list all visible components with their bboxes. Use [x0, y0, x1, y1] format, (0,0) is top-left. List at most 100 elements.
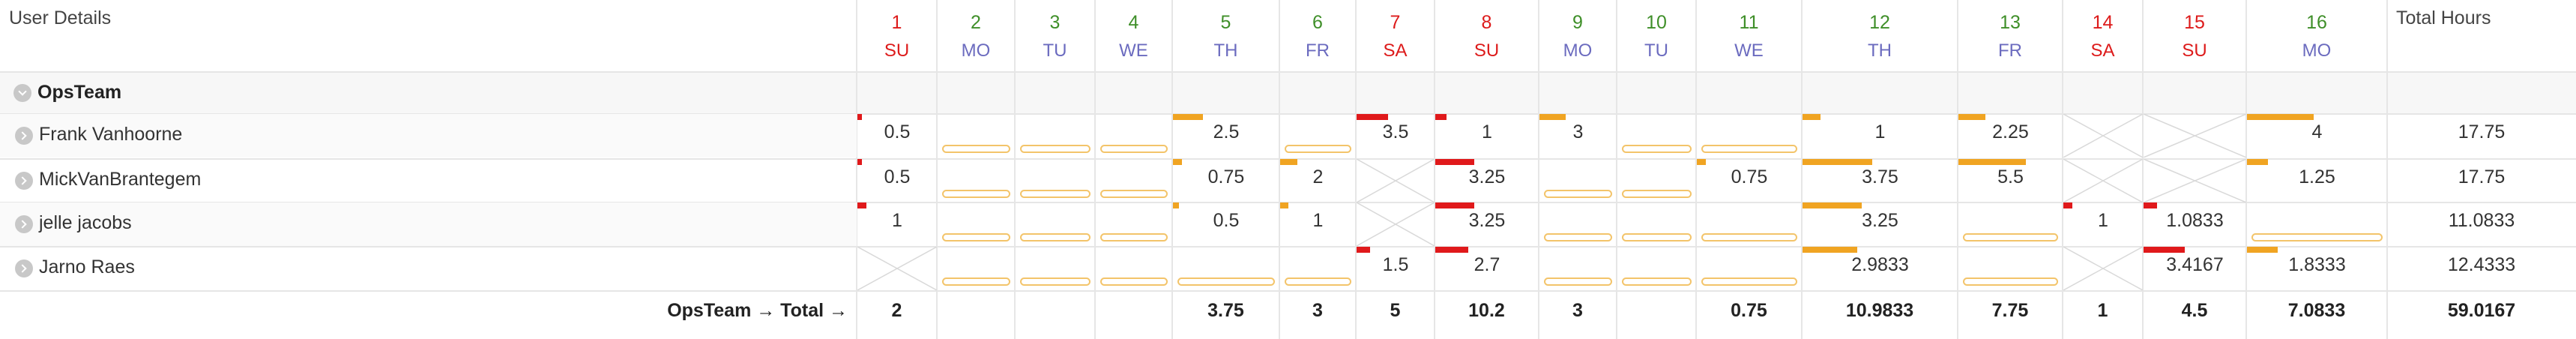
hours-bar-empty	[1544, 278, 1612, 286]
expand-user-icon[interactable]	[15, 215, 33, 233]
day-cell[interactable]: 2	[1280, 159, 1356, 202]
hours-bar-empty	[1622, 145, 1692, 153]
column-divider	[1171, 0, 1173, 339]
day-cell[interactable]	[1697, 114, 1802, 158]
day-total: 3	[1312, 300, 1323, 321]
day-cell[interactable]	[1280, 114, 1356, 158]
user-total-hours: 17.75	[2458, 122, 2506, 142]
day-name: TU	[1043, 40, 1067, 61]
hours-bar-empty	[1100, 233, 1168, 242]
expand-user-icon[interactable]	[15, 127, 33, 145]
day-name: TH	[1213, 40, 1238, 61]
day-number: 3	[1049, 12, 1061, 33]
day-cell[interactable]: 3	[1539, 114, 1617, 158]
day-cell[interactable]: 1	[857, 202, 937, 246]
day-cell[interactable]	[1280, 247, 1356, 290]
cross-line	[2063, 114, 2143, 158]
hours-bar-empty	[1100, 145, 1168, 153]
day-cell[interactable]	[938, 114, 1015, 158]
day-cell[interactable]	[1697, 247, 1802, 290]
day-header-9: 9 MO	[1539, 0, 1617, 72]
day-cell[interactable]: 3.25	[1435, 159, 1539, 202]
day-cell[interactable]	[1016, 247, 1095, 290]
column-divider	[1616, 0, 1617, 339]
hours-bar-fill	[2247, 114, 2314, 120]
day-cell[interactable]	[1697, 202, 1802, 246]
day-cell[interactable]: 0.5	[857, 159, 937, 202]
day-cell[interactable]	[1016, 114, 1095, 158]
column-divider	[1695, 0, 1697, 339]
day-cell[interactable]: 0.75	[1173, 159, 1279, 202]
day-cell[interactable]: 1	[1280, 202, 1356, 246]
day-cell[interactable]	[1617, 159, 1696, 202]
hours-bar-empty	[1020, 190, 1091, 198]
day-cell[interactable]: 1	[2063, 202, 2143, 246]
day-cell[interactable]	[1617, 202, 1696, 246]
day-cell[interactable]: 0.75	[1697, 159, 1802, 202]
day-cell[interactable]: 2.9833	[1803, 247, 1958, 290]
user-row[interactable]: Jarno Raes	[0, 247, 857, 290]
day-cell[interactable]: 1.0833	[2144, 202, 2246, 246]
day-cell[interactable]: 1	[1435, 114, 1539, 158]
cross-line	[1357, 202, 1435, 246]
day-cell[interactable]: 3.5	[1357, 114, 1435, 158]
day-cell[interactable]: 3.75	[1803, 159, 1958, 202]
day-cell[interactable]	[938, 247, 1015, 290]
unavailable-cell	[2063, 247, 2143, 290]
day-cell[interactable]: 1.5	[1357, 247, 1435, 290]
day-cell[interactable]	[938, 159, 1015, 202]
day-cell[interactable]	[1096, 114, 1172, 158]
day-cell[interactable]	[1016, 159, 1095, 202]
day-cell[interactable]: 1	[1803, 114, 1958, 158]
collapse-group-icon[interactable]	[13, 84, 31, 102]
day-header-14: 14 SA	[2063, 0, 2143, 72]
day-cell[interactable]	[1617, 247, 1696, 290]
column-divider	[1094, 0, 1096, 339]
day-cell[interactable]: 3.4167	[2144, 247, 2246, 290]
day-cell[interactable]: 1.25	[2247, 159, 2387, 202]
day-cell[interactable]	[1539, 159, 1617, 202]
user-row[interactable]: Frank Vanhoorne	[0, 114, 857, 158]
day-cell[interactable]: 1.8333	[2247, 247, 2387, 290]
day-cell[interactable]: 3.25	[1435, 202, 1539, 246]
user-row[interactable]: MickVanBrantegem	[0, 159, 857, 202]
day-cell[interactable]: 0.5	[1173, 202, 1279, 246]
day-cell[interactable]	[1958, 247, 2063, 290]
day-cell[interactable]: 2.5	[1173, 114, 1279, 158]
day-number: 7	[1390, 12, 1401, 33]
day-cell[interactable]	[938, 202, 1015, 246]
group-total-label: OpsTeam → Total →	[667, 300, 848, 321]
day-cell[interactable]	[1958, 202, 2063, 246]
day-cell[interactable]: 5.5	[1958, 159, 2063, 202]
day-name: TH	[1868, 40, 1892, 61]
day-cell[interactable]	[1096, 159, 1172, 202]
day-cell[interactable]: 2.7	[1435, 247, 1539, 290]
day-name: FR	[1306, 40, 1330, 61]
group-row[interactable]: OpsTeam	[0, 72, 2576, 114]
day-cell[interactable]	[1016, 202, 1095, 246]
column-divider	[1279, 0, 1280, 339]
hours-value: 2.5	[1213, 122, 1240, 142]
day-cell[interactable]	[1096, 247, 1172, 290]
day-cell[interactable]	[1617, 114, 1696, 158]
column-divider	[1434, 0, 1435, 339]
day-cell[interactable]: 4	[2247, 114, 2387, 158]
day-cell[interactable]: 0.5	[857, 114, 937, 158]
expand-user-icon[interactable]	[15, 172, 33, 190]
hours-bar-fill	[1173, 202, 1179, 208]
hours-bar-fill	[1803, 202, 1862, 208]
hours-bar-empty	[1177, 278, 1275, 286]
column-divider	[1014, 0, 1016, 339]
hours-bar-empty	[942, 233, 1010, 242]
day-cell[interactable]: 2.25	[1958, 114, 2063, 158]
day-cell[interactable]	[1539, 202, 1617, 246]
day-cell[interactable]	[1173, 247, 1279, 290]
expand-user-icon[interactable]	[15, 260, 33, 278]
day-cell[interactable]	[1096, 202, 1172, 246]
column-divider	[1957, 0, 1958, 339]
day-cell[interactable]: 3.25	[1803, 202, 1958, 246]
day-cell[interactable]	[2247, 202, 2387, 246]
hours-bar-empty	[1622, 233, 1692, 242]
user-row[interactable]: jelle jacobs	[0, 202, 857, 246]
day-cell[interactable]	[1539, 247, 1617, 290]
